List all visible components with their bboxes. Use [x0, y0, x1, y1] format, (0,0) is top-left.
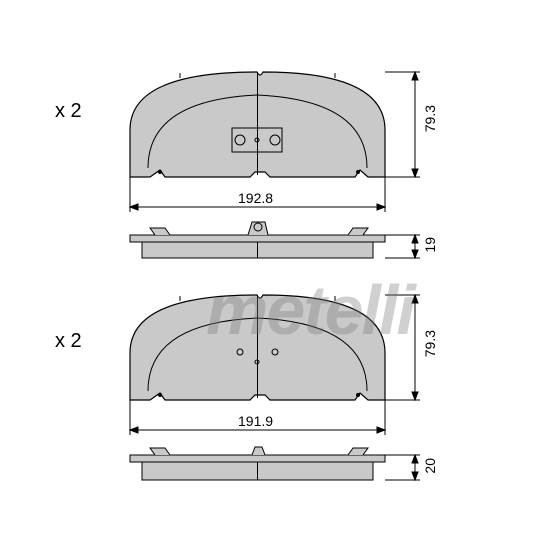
dim-thickness-bottom: 20	[422, 458, 438, 474]
brake-pad-bottom-side	[130, 447, 385, 480]
brake-pad-top-face	[130, 72, 385, 177]
qty-label-bottom: x 2	[55, 330, 82, 353]
dim-width-top: 192.8	[238, 190, 273, 206]
brake-pad-top-side	[130, 222, 385, 258]
qty-label-top: x 2	[55, 100, 82, 123]
dim-thickness-top: 19	[422, 237, 438, 253]
dim-width-bottom: 191.9	[238, 413, 273, 429]
dim-height-top: 79.3	[422, 105, 438, 132]
dim-height-bottom: 79.3	[422, 330, 438, 357]
watermark-text: metelli	[206, 270, 414, 350]
